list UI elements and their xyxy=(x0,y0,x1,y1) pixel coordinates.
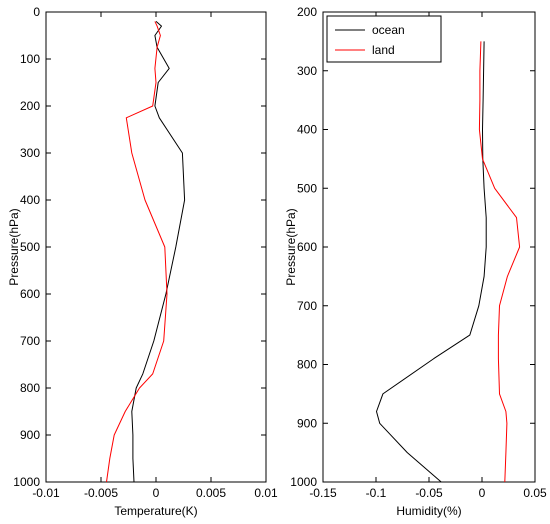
y-tick-label: 500 xyxy=(20,240,40,254)
y-axis-label: Pressure(hPa) xyxy=(284,208,298,285)
y-tick-label: 900 xyxy=(297,416,317,430)
y-tick-label: 1000 xyxy=(290,475,317,489)
y-axis-label: Pressure(hPa) xyxy=(7,208,21,285)
series-line-ocean xyxy=(376,41,487,483)
x-tick-label: 0.05 xyxy=(523,486,547,500)
y-tick-label: 200 xyxy=(297,5,317,19)
legend-label-ocean: ocean xyxy=(372,23,405,37)
x-tick-label: -0.05 xyxy=(415,486,443,500)
x-tick-label: -0.005 xyxy=(84,486,118,500)
plot-area xyxy=(322,11,536,483)
x-tick-label: 0 xyxy=(153,486,160,500)
series-line-land xyxy=(106,21,168,483)
y-tick-label: 300 xyxy=(297,64,317,78)
y-tick-label: 700 xyxy=(20,334,40,348)
x-tick-label: -0.1 xyxy=(366,486,387,500)
legend xyxy=(326,15,442,63)
x-axis-label: Temperature(K) xyxy=(114,504,197,518)
x-tick-label: -0.15 xyxy=(309,486,337,500)
y-tick-label: 0 xyxy=(33,5,40,19)
y-tick-label: 800 xyxy=(20,381,40,395)
x-axis-label: Humidity(%) xyxy=(396,504,461,518)
y-tick-label: 500 xyxy=(297,181,317,195)
legend-label-land: land xyxy=(372,43,395,57)
y-tick-label: 100 xyxy=(20,52,40,66)
x-tick-label: 0.005 xyxy=(196,486,226,500)
chart-1: -0.01 -0.005 0 0.005 0.01 0 100 200 300 400 500 600… xyxy=(7,5,278,518)
y-tick-label: 600 xyxy=(297,240,317,254)
y-tick-label: 700 xyxy=(297,299,317,313)
y-tick-label: 600 xyxy=(20,287,40,301)
plot-area xyxy=(45,11,267,483)
chart-2: -0.15 -0.1 -0.05 0 0.05 200 300 400 500 600 700 800… xyxy=(284,5,547,518)
y-tick-label: 1000 xyxy=(13,475,40,489)
y-tick-label: 400 xyxy=(20,193,40,207)
y-tick-label: 200 xyxy=(20,99,40,113)
x-tick-label: -0.01 xyxy=(32,486,60,500)
series-line-land xyxy=(478,41,521,483)
y-tick-label: 400 xyxy=(297,123,317,137)
y-tick-label: 900 xyxy=(20,428,40,442)
x-tick-label: 0 xyxy=(479,486,486,500)
y-tick-label: 300 xyxy=(20,146,40,160)
y-tick-label: 800 xyxy=(297,358,317,372)
x-tick-label: 0.01 xyxy=(254,486,278,500)
